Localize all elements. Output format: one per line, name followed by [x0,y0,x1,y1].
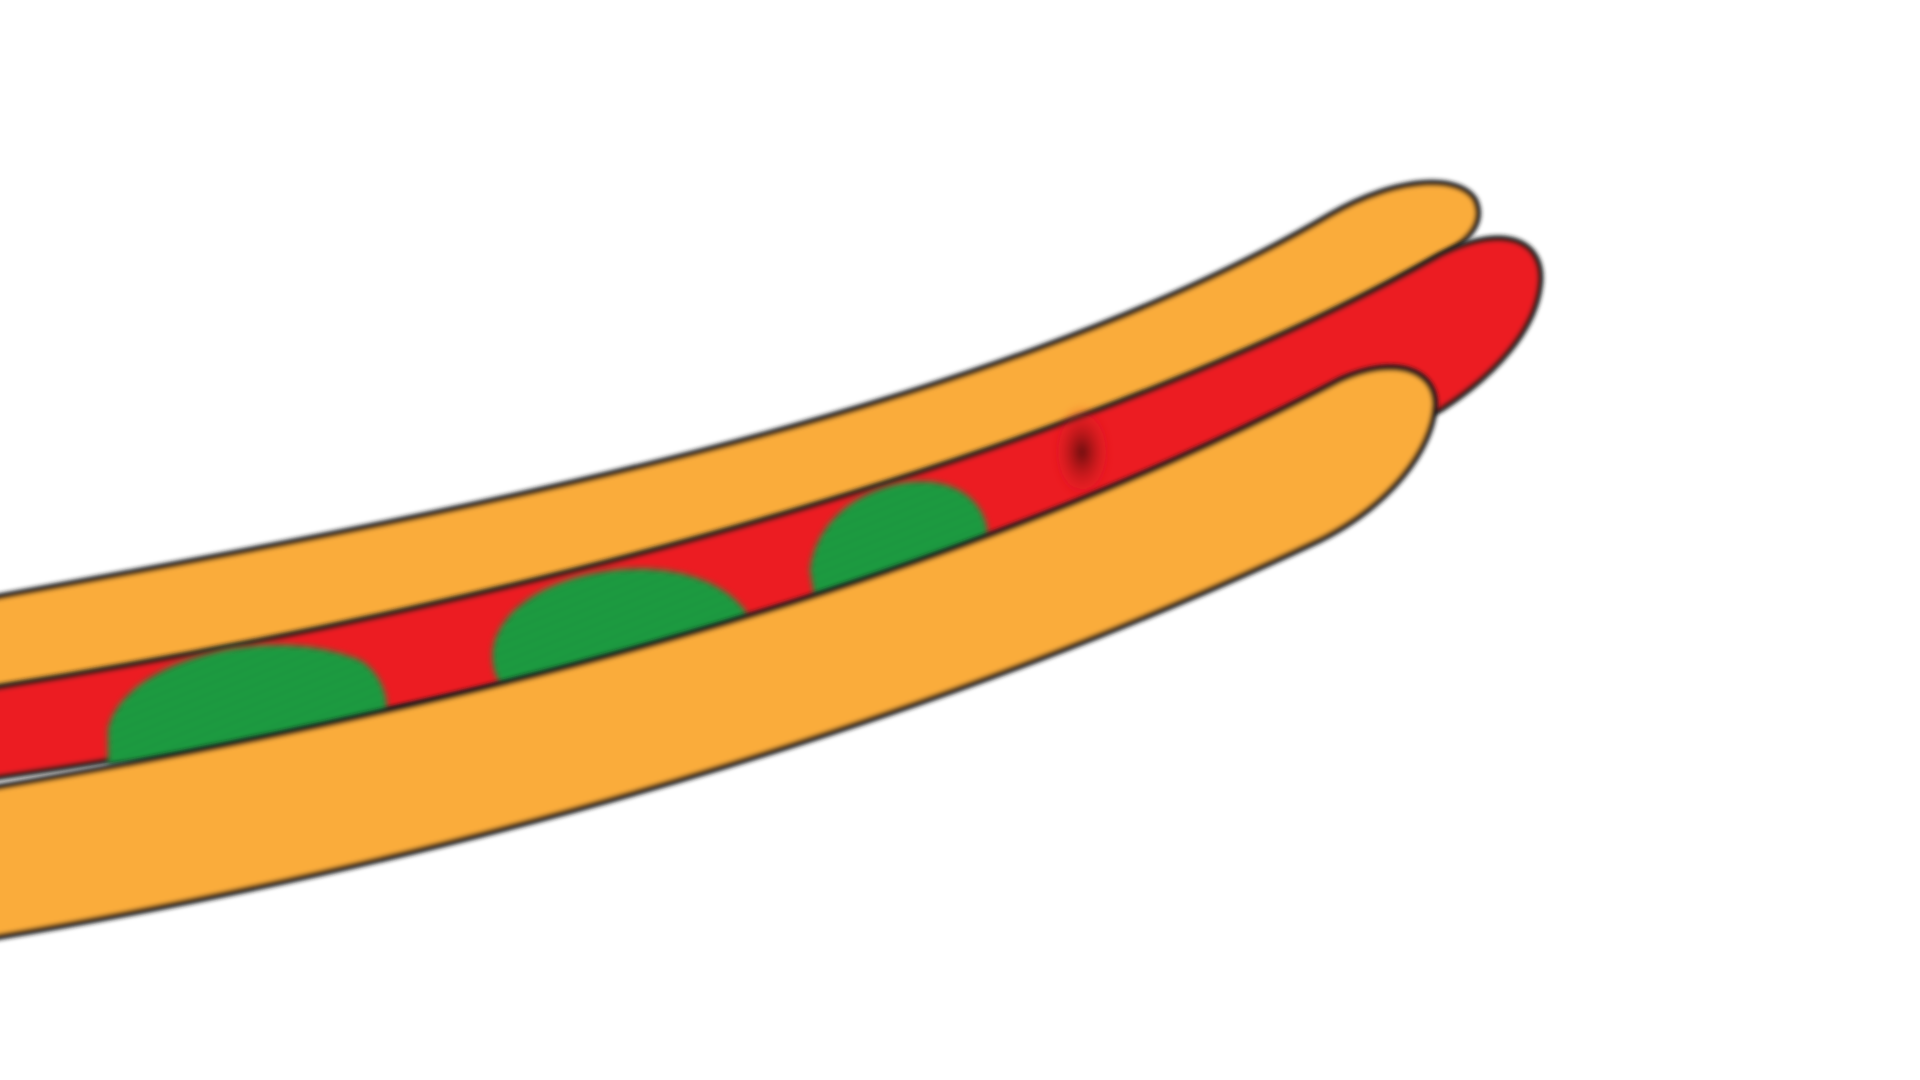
bottom-bun [0,364,1438,940]
sausage-shade [1052,404,1112,500]
